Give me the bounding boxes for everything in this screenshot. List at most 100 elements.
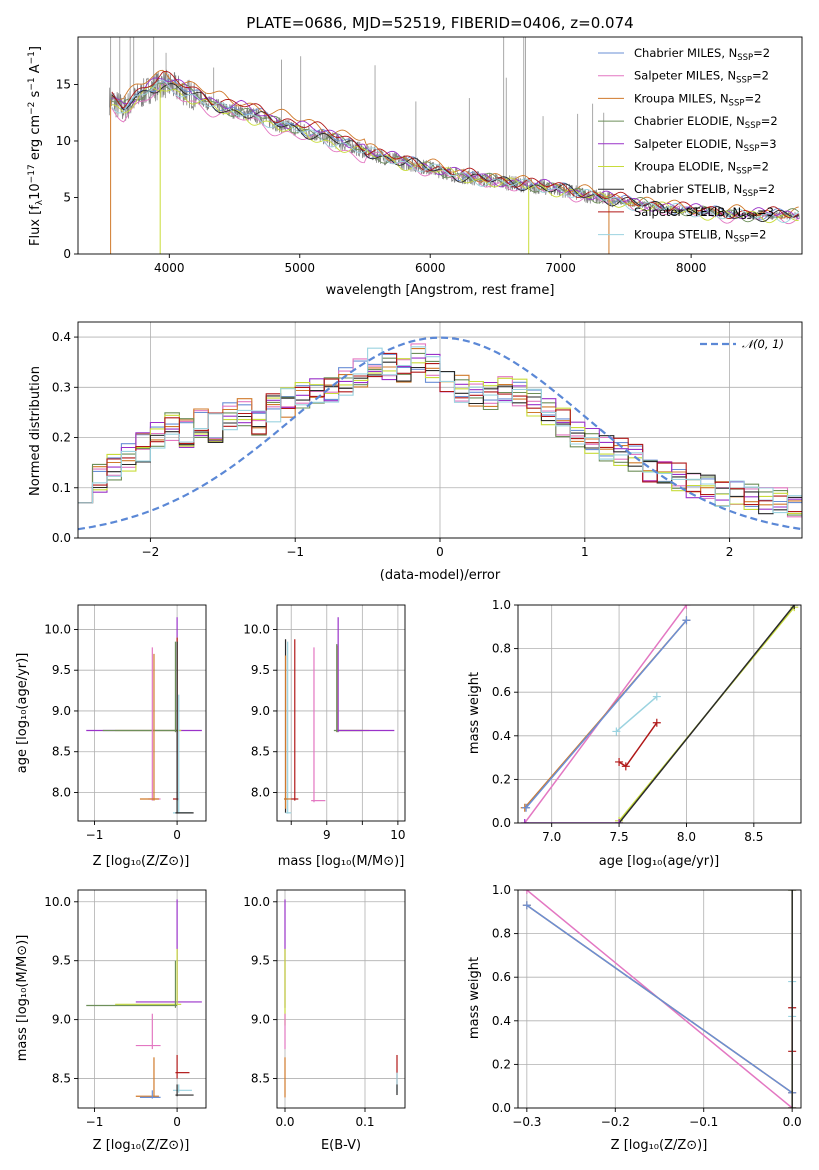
spectrum-title: PLATE=0686, MJD=52519, FIBERID=0406, z=0… bbox=[246, 14, 633, 32]
ticks: −1 0 8.5 9.0 9.5 10.0 bbox=[44, 895, 181, 1129]
x-tick-label: 4000 bbox=[154, 261, 185, 275]
x-tick-label: −0.2 bbox=[601, 1115, 630, 1129]
grid bbox=[518, 604, 801, 824]
axes-frame bbox=[276, 889, 406, 1109]
weight-series-line bbox=[525, 619, 688, 809]
error-cross bbox=[175, 1084, 194, 1097]
y-tick-label: 9.5 bbox=[251, 954, 270, 968]
age-vs-z-panel: −1 0 8.0 8.5 9.0 9.5 10.0 Z [log₁₀(Z/Z⊙)] age … bbox=[15, 604, 207, 869]
y-tick-label: 0 bbox=[63, 247, 71, 261]
axes-frame bbox=[77, 36, 803, 255]
y-tick-label: 10.0 bbox=[243, 622, 270, 636]
model-spectrum-line bbox=[111, 79, 799, 224]
y-tick-label: 8.5 bbox=[52, 1072, 71, 1086]
gaussian-reference-line bbox=[78, 336, 802, 531]
weight-marker bbox=[788, 890, 797, 894]
x-tick-label: −1 bbox=[86, 1115, 104, 1129]
weight-series-line bbox=[618, 605, 795, 823]
ticks: −1 0 8.0 8.5 9.0 9.5 10.0 bbox=[44, 622, 181, 842]
y-tick-label: 0.3 bbox=[52, 380, 71, 394]
y-tick-label: 0.6 bbox=[492, 970, 511, 984]
y-tick-label: 9.5 bbox=[251, 663, 270, 677]
weight-vs-age-plot-area: 7.0 7.5 8.0 8.5 0.0 0.2 0.4 0.6 0.8 1.0 bbox=[492, 598, 802, 844]
y-tick-label: 9.5 bbox=[52, 954, 71, 968]
plot-layer bbox=[86, 617, 202, 814]
weight-vs-age-panel: 7.0 7.5 8.0 8.5 0.0 0.2 0.4 0.6 0.8 1.0 age [log₁… bbox=[467, 598, 802, 869]
age-vs-z-xlabel: Z [log₁₀(Z/Z⊙)] bbox=[93, 854, 190, 869]
y-tick-label: 1.0 bbox=[492, 883, 511, 897]
y-tick-label: 0.2 bbox=[52, 431, 71, 445]
weight-vs-z-plot-area: −0.3 −0.2 −0.1 0.0 0.0 0.2 0.4 0.6 0.8 1.0 bbox=[492, 883, 802, 1129]
error-cross bbox=[115, 637, 182, 733]
error-cross bbox=[172, 1084, 192, 1093]
legend-entry: Kroupa STELIB, NSSP=2 bbox=[634, 228, 766, 245]
grid bbox=[78, 605, 206, 821]
spectrum-plot-area: 4000 5000 6000 7000 8000 0 5 10 15 bbox=[56, 36, 803, 275]
legend-entry: Salpeter STELIB, NSSP=3 bbox=[634, 205, 774, 222]
error-cross bbox=[135, 1057, 159, 1098]
ticks: −0.3 −0.2 −0.1 0.0 0.0 0.2 0.4 0.6 0.8 1.0 bbox=[492, 883, 802, 1129]
x-tick-label: 0.0 bbox=[783, 1115, 802, 1129]
y-tick-label: 0.6 bbox=[492, 685, 511, 699]
ticks: 7.0 7.5 8.0 8.5 0.0 0.2 0.4 0.6 0.8 1.0 bbox=[492, 598, 763, 844]
y-tick-label: 0.2 bbox=[492, 772, 511, 786]
weight-marker bbox=[682, 605, 691, 609]
legend-entry: Chabrier MILES, NSSP=2 bbox=[634, 46, 770, 63]
x-tick-label: 0.0 bbox=[275, 1115, 294, 1129]
x-tick-label: 8.0 bbox=[677, 830, 696, 844]
error-cross bbox=[175, 641, 194, 814]
axes-frame bbox=[276, 604, 406, 822]
grid bbox=[277, 890, 405, 1108]
error-cross bbox=[102, 641, 178, 733]
y-tick-label: 8.0 bbox=[52, 785, 71, 799]
residual-histogram-series bbox=[78, 346, 802, 514]
error-cross bbox=[336, 645, 370, 733]
grid bbox=[78, 890, 206, 1108]
y-tick-label: 10.0 bbox=[243, 895, 270, 909]
x-tick-label: 10 bbox=[390, 828, 405, 842]
error-cross bbox=[291, 639, 299, 801]
axes-frame bbox=[77, 604, 207, 822]
plot-layer bbox=[284, 899, 398, 1098]
x-tick-label: 9 bbox=[323, 828, 331, 842]
legend-entry: Kroupa MILES, NSSP=2 bbox=[634, 91, 761, 108]
legend-entry: Salpeter MILES, NSSP=2 bbox=[634, 69, 769, 86]
y-tick-label: 0.2 bbox=[492, 1057, 511, 1071]
error-cross bbox=[86, 617, 202, 733]
legend-entry: Salpeter ELODIE, NSSP=3 bbox=[634, 137, 777, 154]
x-tick-label: 0 bbox=[173, 828, 181, 842]
mass-vs-ebv-plot-area: 0.0 0.1 8.5 9.0 9.5 10.0 bbox=[243, 889, 406, 1129]
x-tick-label: 1 bbox=[581, 545, 589, 559]
weight-marker bbox=[621, 762, 630, 771]
x-tick-label: 5000 bbox=[284, 261, 315, 275]
residuals-ylabel: Normed distribution bbox=[28, 366, 43, 496]
mass-vs-ebv-xlabel: E(B-V) bbox=[321, 1138, 361, 1153]
x-tick-label: −2 bbox=[142, 545, 160, 559]
mass-vs-z-ylabel: mass [log₁₀(M/M⊙)] bbox=[15, 935, 30, 1062]
x-tick-label: 6000 bbox=[415, 261, 446, 275]
ticks: 0.0 0.1 8.5 9.0 9.5 10.0 bbox=[243, 895, 374, 1129]
spectrum-ylabel: Flux [fλ10−17 erg cm−2 s−1 A−1] bbox=[27, 46, 45, 246]
y-tick-label: 0.0 bbox=[492, 816, 511, 830]
error-cross bbox=[311, 647, 326, 803]
y-tick-label: 0.4 bbox=[492, 1014, 511, 1028]
error-cross bbox=[86, 960, 178, 1008]
plot-layer bbox=[108, 37, 800, 254]
weight-marker bbox=[788, 1104, 797, 1108]
error-cross bbox=[139, 1090, 161, 1099]
weight-series-line bbox=[618, 722, 658, 768]
ticks: 9 10 8.0 8.5 9.0 9.5 10.0 bbox=[243, 622, 405, 842]
mass-vs-z-plot-area: −1 0 8.5 9.0 9.5 10.0 bbox=[44, 889, 207, 1129]
residuals-xlabel: (data-model)/error bbox=[380, 568, 501, 583]
weight-series-line bbox=[526, 904, 793, 1094]
x-tick-label: 8.5 bbox=[744, 830, 763, 844]
y-tick-label: 10 bbox=[56, 134, 71, 148]
weight-marker bbox=[615, 819, 624, 823]
x-tick-label: 7.0 bbox=[542, 830, 561, 844]
x-tick-label: 0 bbox=[436, 545, 444, 559]
x-tick-label: 7.5 bbox=[610, 830, 629, 844]
grid bbox=[277, 605, 405, 821]
y-tick-label: 0.4 bbox=[492, 729, 511, 743]
model-spectrum-line bbox=[111, 83, 799, 223]
